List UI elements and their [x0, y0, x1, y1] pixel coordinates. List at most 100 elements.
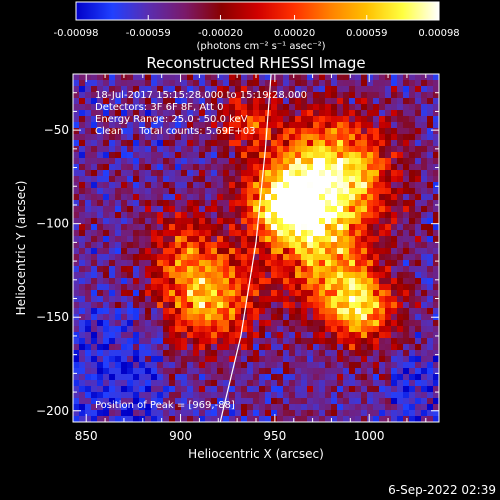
heatmap-cell	[139, 74, 146, 81]
heatmap-cell	[397, 98, 404, 105]
heatmap-cell	[169, 110, 176, 117]
heatmap-cell	[79, 128, 86, 135]
heatmap-cell	[217, 386, 224, 393]
heatmap-cell	[397, 140, 404, 147]
heatmap-cell	[349, 290, 356, 297]
heatmap-cell	[205, 296, 212, 303]
heatmap-cell	[79, 188, 86, 195]
heatmap-cell	[73, 332, 80, 339]
heatmap-cell	[127, 308, 134, 315]
heatmap-cell	[433, 284, 439, 291]
heatmap-cell	[289, 86, 296, 93]
heatmap-cell	[157, 296, 164, 303]
heatmap-cell	[355, 188, 362, 195]
heatmap-cell	[391, 206, 398, 213]
heatmap-cell	[157, 290, 164, 297]
heatmap-cell	[385, 116, 392, 123]
heatmap-cell	[217, 338, 224, 345]
heatmap-cell	[235, 74, 242, 81]
heatmap-cell	[313, 266, 320, 273]
heatmap-cell	[283, 284, 290, 291]
heatmap-cell	[127, 302, 134, 309]
heatmap-cell	[211, 152, 218, 159]
heatmap-cell	[259, 158, 266, 165]
heatmap-cell	[265, 326, 272, 333]
heatmap-cell	[421, 80, 428, 87]
heatmap-cell	[97, 98, 104, 105]
heatmap-cell	[391, 398, 398, 405]
heatmap-cell	[289, 362, 296, 369]
heatmap-cell	[397, 380, 404, 387]
heatmap-cell	[331, 194, 338, 201]
heatmap-cell	[175, 200, 182, 207]
heatmap-cell	[325, 122, 332, 129]
heatmap-cell	[139, 392, 146, 399]
heatmap-cell	[169, 338, 176, 345]
heatmap-cell	[331, 326, 338, 333]
heatmap-cell	[97, 332, 104, 339]
heatmap-cell	[367, 320, 374, 327]
x-tick-label: 950	[263, 429, 286, 443]
heatmap-cell	[313, 140, 320, 147]
heatmap-cell	[121, 404, 128, 411]
heatmap-cell	[295, 248, 302, 255]
heatmap-cell	[385, 92, 392, 99]
heatmap-cell	[157, 260, 164, 267]
heatmap-cell	[325, 248, 332, 255]
heatmap-cell	[133, 218, 140, 225]
heatmap-cell	[337, 122, 344, 129]
heatmap-cell	[367, 122, 374, 129]
heatmap-cell	[319, 308, 326, 315]
heatmap-cell	[187, 392, 194, 399]
heatmap-cell	[235, 158, 242, 165]
heatmap-cell	[361, 110, 368, 117]
heatmap-cell	[355, 236, 362, 243]
y-axis-label: Heliocentric Y (arcsec)	[14, 181, 28, 316]
heatmap-cell	[121, 194, 128, 201]
heatmap-cell	[247, 314, 254, 321]
heatmap-cell	[91, 110, 98, 117]
heatmap-cell	[397, 212, 404, 219]
heatmap-cell	[337, 284, 344, 291]
heatmap-cell	[181, 398, 188, 405]
heatmap-cell	[175, 308, 182, 315]
heatmap-cell	[415, 212, 422, 219]
heatmap-cell	[367, 248, 374, 255]
heatmap-cell	[271, 224, 278, 231]
heatmap-cell	[367, 416, 374, 422]
heatmap-cell	[325, 134, 332, 141]
x-tick-label: 850	[75, 429, 98, 443]
heatmap-cell	[133, 134, 140, 141]
heatmap-cell	[121, 290, 128, 297]
heatmap-cell	[397, 350, 404, 357]
heatmap-cell	[121, 350, 128, 357]
heatmap-cell	[211, 398, 218, 405]
heatmap-cell	[331, 242, 338, 249]
heatmap-cell	[331, 392, 338, 399]
heatmap-cell	[271, 230, 278, 237]
heatmap-cell	[91, 398, 98, 405]
heatmap-cell	[337, 404, 344, 411]
heatmap-cell	[301, 320, 308, 327]
heatmap-cell	[79, 104, 86, 111]
heatmap-cell	[259, 98, 266, 105]
heatmap-cell	[187, 86, 194, 93]
heatmap-cell	[403, 158, 410, 165]
heatmap-cell	[427, 104, 434, 111]
heatmap-cell	[205, 362, 212, 369]
heatmap-cell	[325, 332, 332, 339]
heatmap-cell	[301, 272, 308, 279]
heatmap-cell	[241, 164, 248, 171]
heatmap-cell	[133, 314, 140, 321]
heatmap-cell	[163, 386, 170, 393]
heatmap-cell	[115, 134, 122, 141]
heatmap-cell	[115, 392, 122, 399]
heatmap-cell	[169, 152, 176, 159]
heatmap-cell	[409, 86, 416, 93]
heatmap-cell	[109, 86, 116, 93]
heatmap-cell	[427, 332, 434, 339]
heatmap-cell	[295, 410, 302, 417]
heatmap-cell	[337, 224, 344, 231]
heatmap-cell	[253, 98, 260, 105]
heatmap-cell	[349, 302, 356, 309]
